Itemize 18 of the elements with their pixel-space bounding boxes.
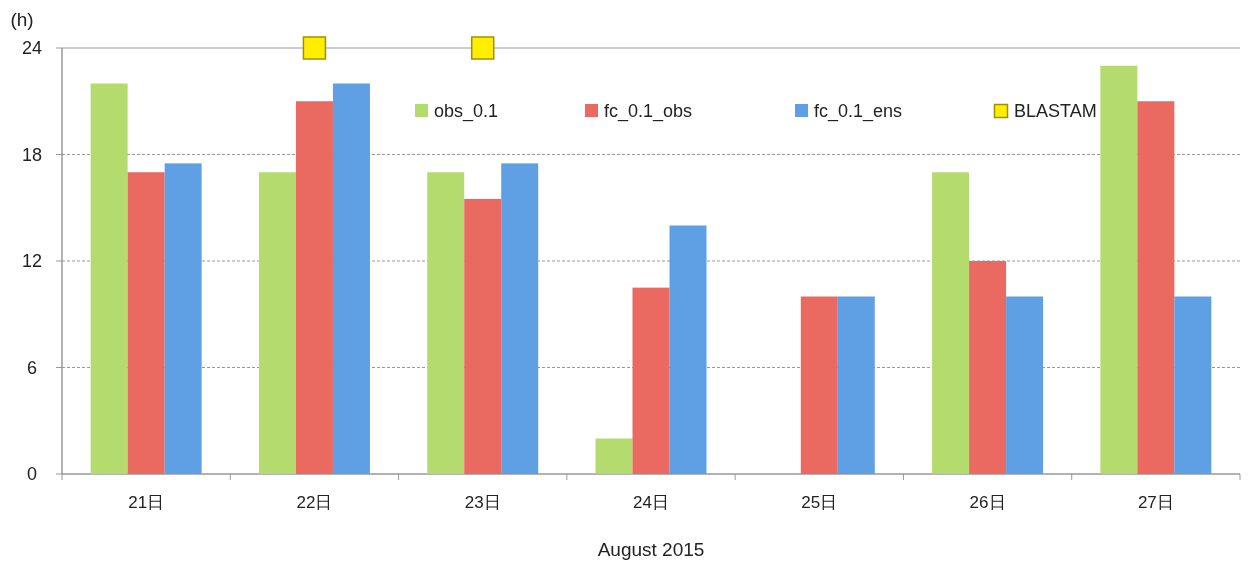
ytick: 18 — [22, 144, 42, 165]
ytick: 6 — [27, 357, 37, 378]
ytick: 0 — [27, 464, 37, 484]
xtick: 27日 — [1137, 493, 1174, 512]
xtick: 25日 — [801, 493, 838, 512]
ytick: 12 — [22, 251, 42, 271]
xtick: 26日 — [969, 493, 1006, 512]
legend-label: fc_0.1_ens — [814, 101, 903, 121]
xtick: 24日 — [633, 493, 669, 512]
xtick: 23日 — [464, 493, 501, 512]
legend-label: obs_0.1 — [434, 101, 499, 121]
ytick: 24 — [22, 38, 42, 58]
xtick: 22日 — [296, 493, 333, 512]
legend-label: fc_0.1_obs — [604, 101, 693, 121]
xlabel: August 2015 — [597, 539, 705, 560]
ylabel: (h) — [10, 9, 34, 30]
xtick: 21日 — [128, 493, 165, 512]
legend-label: BLASTAM — [1014, 101, 1097, 121]
